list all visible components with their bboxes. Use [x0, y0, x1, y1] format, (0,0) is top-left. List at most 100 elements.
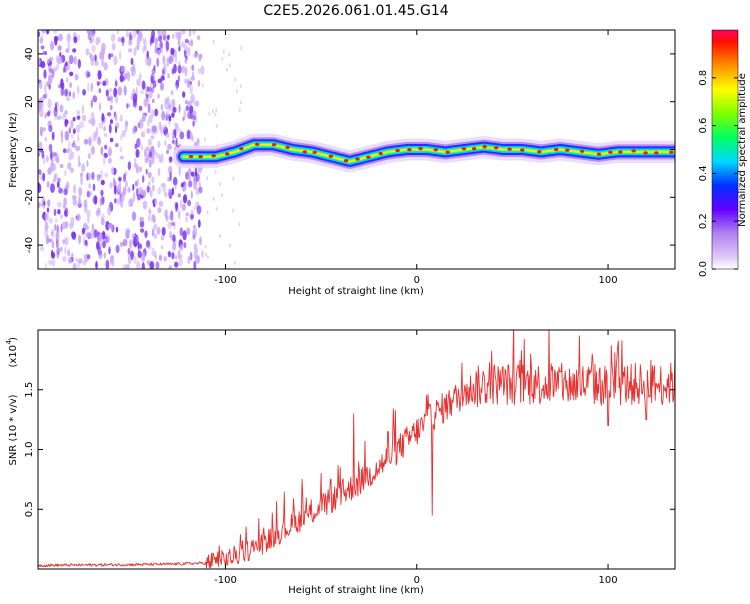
noise-speckle — [151, 151, 155, 158]
noise-speckle — [61, 114, 66, 121]
y-tick-label: -20 — [24, 189, 35, 205]
noise-speckle — [48, 217, 53, 224]
noise-speckle — [52, 67, 57, 73]
noise-speckle — [85, 232, 89, 238]
spectrogram-y-ticks: -40 -20 0 20 40 — [24, 48, 675, 253]
noise-speckle — [172, 234, 176, 242]
noise-speckle — [139, 72, 142, 80]
noise-speckle — [133, 47, 137, 57]
noise-speckle — [149, 38, 152, 46]
ridge-peak — [355, 157, 360, 161]
noise-speckle — [201, 250, 204, 258]
noise-speckle — [84, 239, 88, 246]
noise-speckle — [43, 200, 46, 206]
noise-speckle — [128, 31, 132, 43]
noise-speckle — [145, 93, 149, 99]
noise-speckle — [183, 109, 186, 120]
noise-speckle — [122, 38, 125, 47]
noise-speckle — [240, 46, 243, 51]
noise-speckle — [113, 177, 116, 188]
noise-speckle — [177, 250, 181, 260]
noise-speckle — [107, 223, 113, 229]
noise-speckle — [144, 148, 147, 158]
noise-speckle — [97, 249, 103, 256]
noise-speckle — [123, 186, 127, 195]
colorbar-tick-label: 0.6 — [698, 118, 709, 134]
noise-speckle — [137, 241, 140, 249]
y-tick-label: 20 — [24, 95, 35, 108]
noise-speckle — [192, 120, 195, 127]
noise-speckle — [127, 256, 132, 265]
noise-speckle — [117, 184, 122, 193]
noise-speckle — [54, 218, 58, 223]
noise-speckle — [240, 100, 243, 105]
noise-speckle — [77, 258, 83, 264]
noise-speckle — [146, 128, 151, 134]
noise-speckle — [45, 30, 50, 35]
noise-speckle — [61, 256, 67, 262]
noise-speckle — [148, 159, 152, 168]
ridge-peak — [445, 150, 450, 154]
noise-speckle — [188, 30, 192, 37]
noise-speckle — [111, 42, 116, 51]
noise-speckle — [165, 132, 170, 139]
noise-speckle — [184, 58, 188, 64]
noise-speckle — [153, 65, 156, 71]
noise-speckle — [130, 57, 134, 65]
ridge-peak — [198, 155, 203, 159]
noise-speckle — [157, 186, 162, 195]
noise-speckle — [97, 136, 102, 145]
noise-speckle — [177, 39, 181, 46]
noise-speckle — [67, 40, 71, 51]
noise-speckle — [73, 36, 78, 44]
noise-speckle — [42, 30, 46, 35]
ridge-peak — [211, 154, 216, 158]
noise-speckle — [164, 139, 167, 147]
noise-speckle — [81, 104, 85, 115]
ridge-peak — [669, 150, 674, 154]
noise-speckle — [87, 172, 91, 181]
noise-speckle — [120, 134, 123, 141]
noise-speckle — [185, 216, 188, 223]
noise-speckle — [86, 210, 91, 218]
noise-speckle — [110, 33, 116, 43]
colorbar-tick-label: 0.4 — [698, 165, 709, 181]
noise-speckle — [85, 48, 90, 56]
noise-speckle — [77, 133, 80, 143]
noise-speckle — [225, 67, 228, 72]
noise-speckle — [56, 247, 61, 255]
noise-speckle — [174, 184, 177, 191]
ridge-peak — [537, 150, 542, 154]
noise-speckle — [150, 109, 155, 117]
noise-speckle — [56, 63, 60, 71]
noise-speckle — [87, 72, 91, 78]
noise-speckle — [142, 37, 145, 45]
ridge-peak — [302, 150, 307, 154]
noise-speckle — [69, 148, 73, 155]
noise-speckle — [127, 198, 132, 208]
noise-speckle — [172, 106, 177, 113]
noise-speckle — [170, 90, 174, 95]
noise-speckle — [165, 215, 168, 222]
noise-speckle — [53, 30, 58, 35]
noise-speckle — [97, 207, 101, 215]
noise-speckle — [124, 120, 129, 127]
noise-speckle — [178, 128, 182, 133]
noise-speckle — [65, 65, 69, 71]
noise-speckle — [141, 251, 146, 262]
noise-speckle — [157, 168, 161, 176]
noise-speckle — [141, 262, 145, 269]
noise-speckle — [148, 86, 152, 92]
noise-speckle — [195, 100, 200, 107]
noise-speckle — [38, 31, 41, 37]
noise-speckle — [44, 83, 47, 93]
noise-speckle — [68, 54, 74, 65]
noise-speckle — [235, 89, 238, 94]
ridge-peak — [608, 150, 613, 154]
noise-speckle — [77, 161, 81, 168]
noise-speckle — [57, 201, 62, 208]
noise-speckle — [179, 199, 183, 209]
noise-speckle — [167, 221, 172, 230]
noise-speckle — [64, 119, 69, 125]
noise-speckle — [205, 252, 207, 257]
